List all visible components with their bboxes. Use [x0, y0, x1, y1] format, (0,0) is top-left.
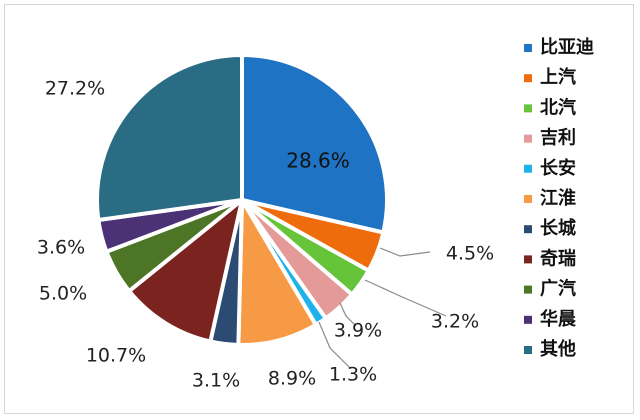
- legend-label-3: 北汽: [540, 96, 576, 118]
- pie-slice-8: [127, 198, 244, 344]
- legend-label-5: 长安: [540, 157, 576, 179]
- legend-label-4: 吉利: [540, 127, 576, 149]
- legend-swatch-1: [524, 44, 532, 52]
- legend-swatch-6: [524, 195, 532, 203]
- legend-label-9: 广汽: [540, 278, 576, 300]
- legend-label-10: 华晨: [540, 308, 577, 330]
- legend-swatch-7: [524, 225, 532, 234]
- legend-label-8: 奇瑞: [540, 247, 576, 269]
- legend-swatch-2: [524, 74, 532, 83]
- leader-line-2: [379, 247, 431, 257]
- data-label-9: 5.0%: [39, 283, 87, 305]
- pie-slices: [95, 53, 389, 347]
- data-label-11: 27.2%: [45, 78, 105, 100]
- data-label-5: 1.3%: [329, 364, 377, 386]
- leader-line-3: [364, 279, 447, 317]
- legend-swatch-3: [524, 104, 532, 113]
- leader-lines: [318, 247, 447, 369]
- data-label-6: 8.9%: [268, 368, 316, 390]
- legend-label-11: 其他: [540, 338, 576, 360]
- data-label-1: 28.6%: [286, 149, 350, 173]
- data-label-10: 3.6%: [37, 237, 85, 259]
- data-label-3: 3.2%: [431, 311, 479, 333]
- data-label-4: 3.9%: [334, 320, 382, 342]
- legend-label-1: 比亚迪: [540, 37, 594, 58]
- legend-swatch-11: [524, 346, 532, 354]
- pie-slice-1: [240, 53, 389, 235]
- legend-label-7: 长城: [540, 217, 576, 239]
- data-label-2: 4.5%: [446, 243, 494, 265]
- legend-swatch-9: [524, 285, 532, 294]
- leader-line-5: [318, 321, 351, 369]
- data-label-7: 3.1%: [192, 370, 240, 392]
- data-label-8: 10.7%: [86, 345, 146, 367]
- legend-swatch-5: [524, 164, 532, 173]
- legend-swatch-8: [524, 255, 532, 264]
- legend-swatch-10: [524, 315, 532, 324]
- data-labels: 28.6% 4.5% 3.2% 3.9% 1.3% 8.9% 3.1% 10.7% 5.0% 3.…: [37, 78, 494, 392]
- leader-line-4: [339, 302, 357, 327]
- pie-slice-11: [95, 53, 244, 222]
- legend-label-6: 江淮: [540, 187, 576, 209]
- legend-label-2: 上汽: [540, 66, 576, 88]
- legend-swatch-4: [524, 134, 532, 143]
